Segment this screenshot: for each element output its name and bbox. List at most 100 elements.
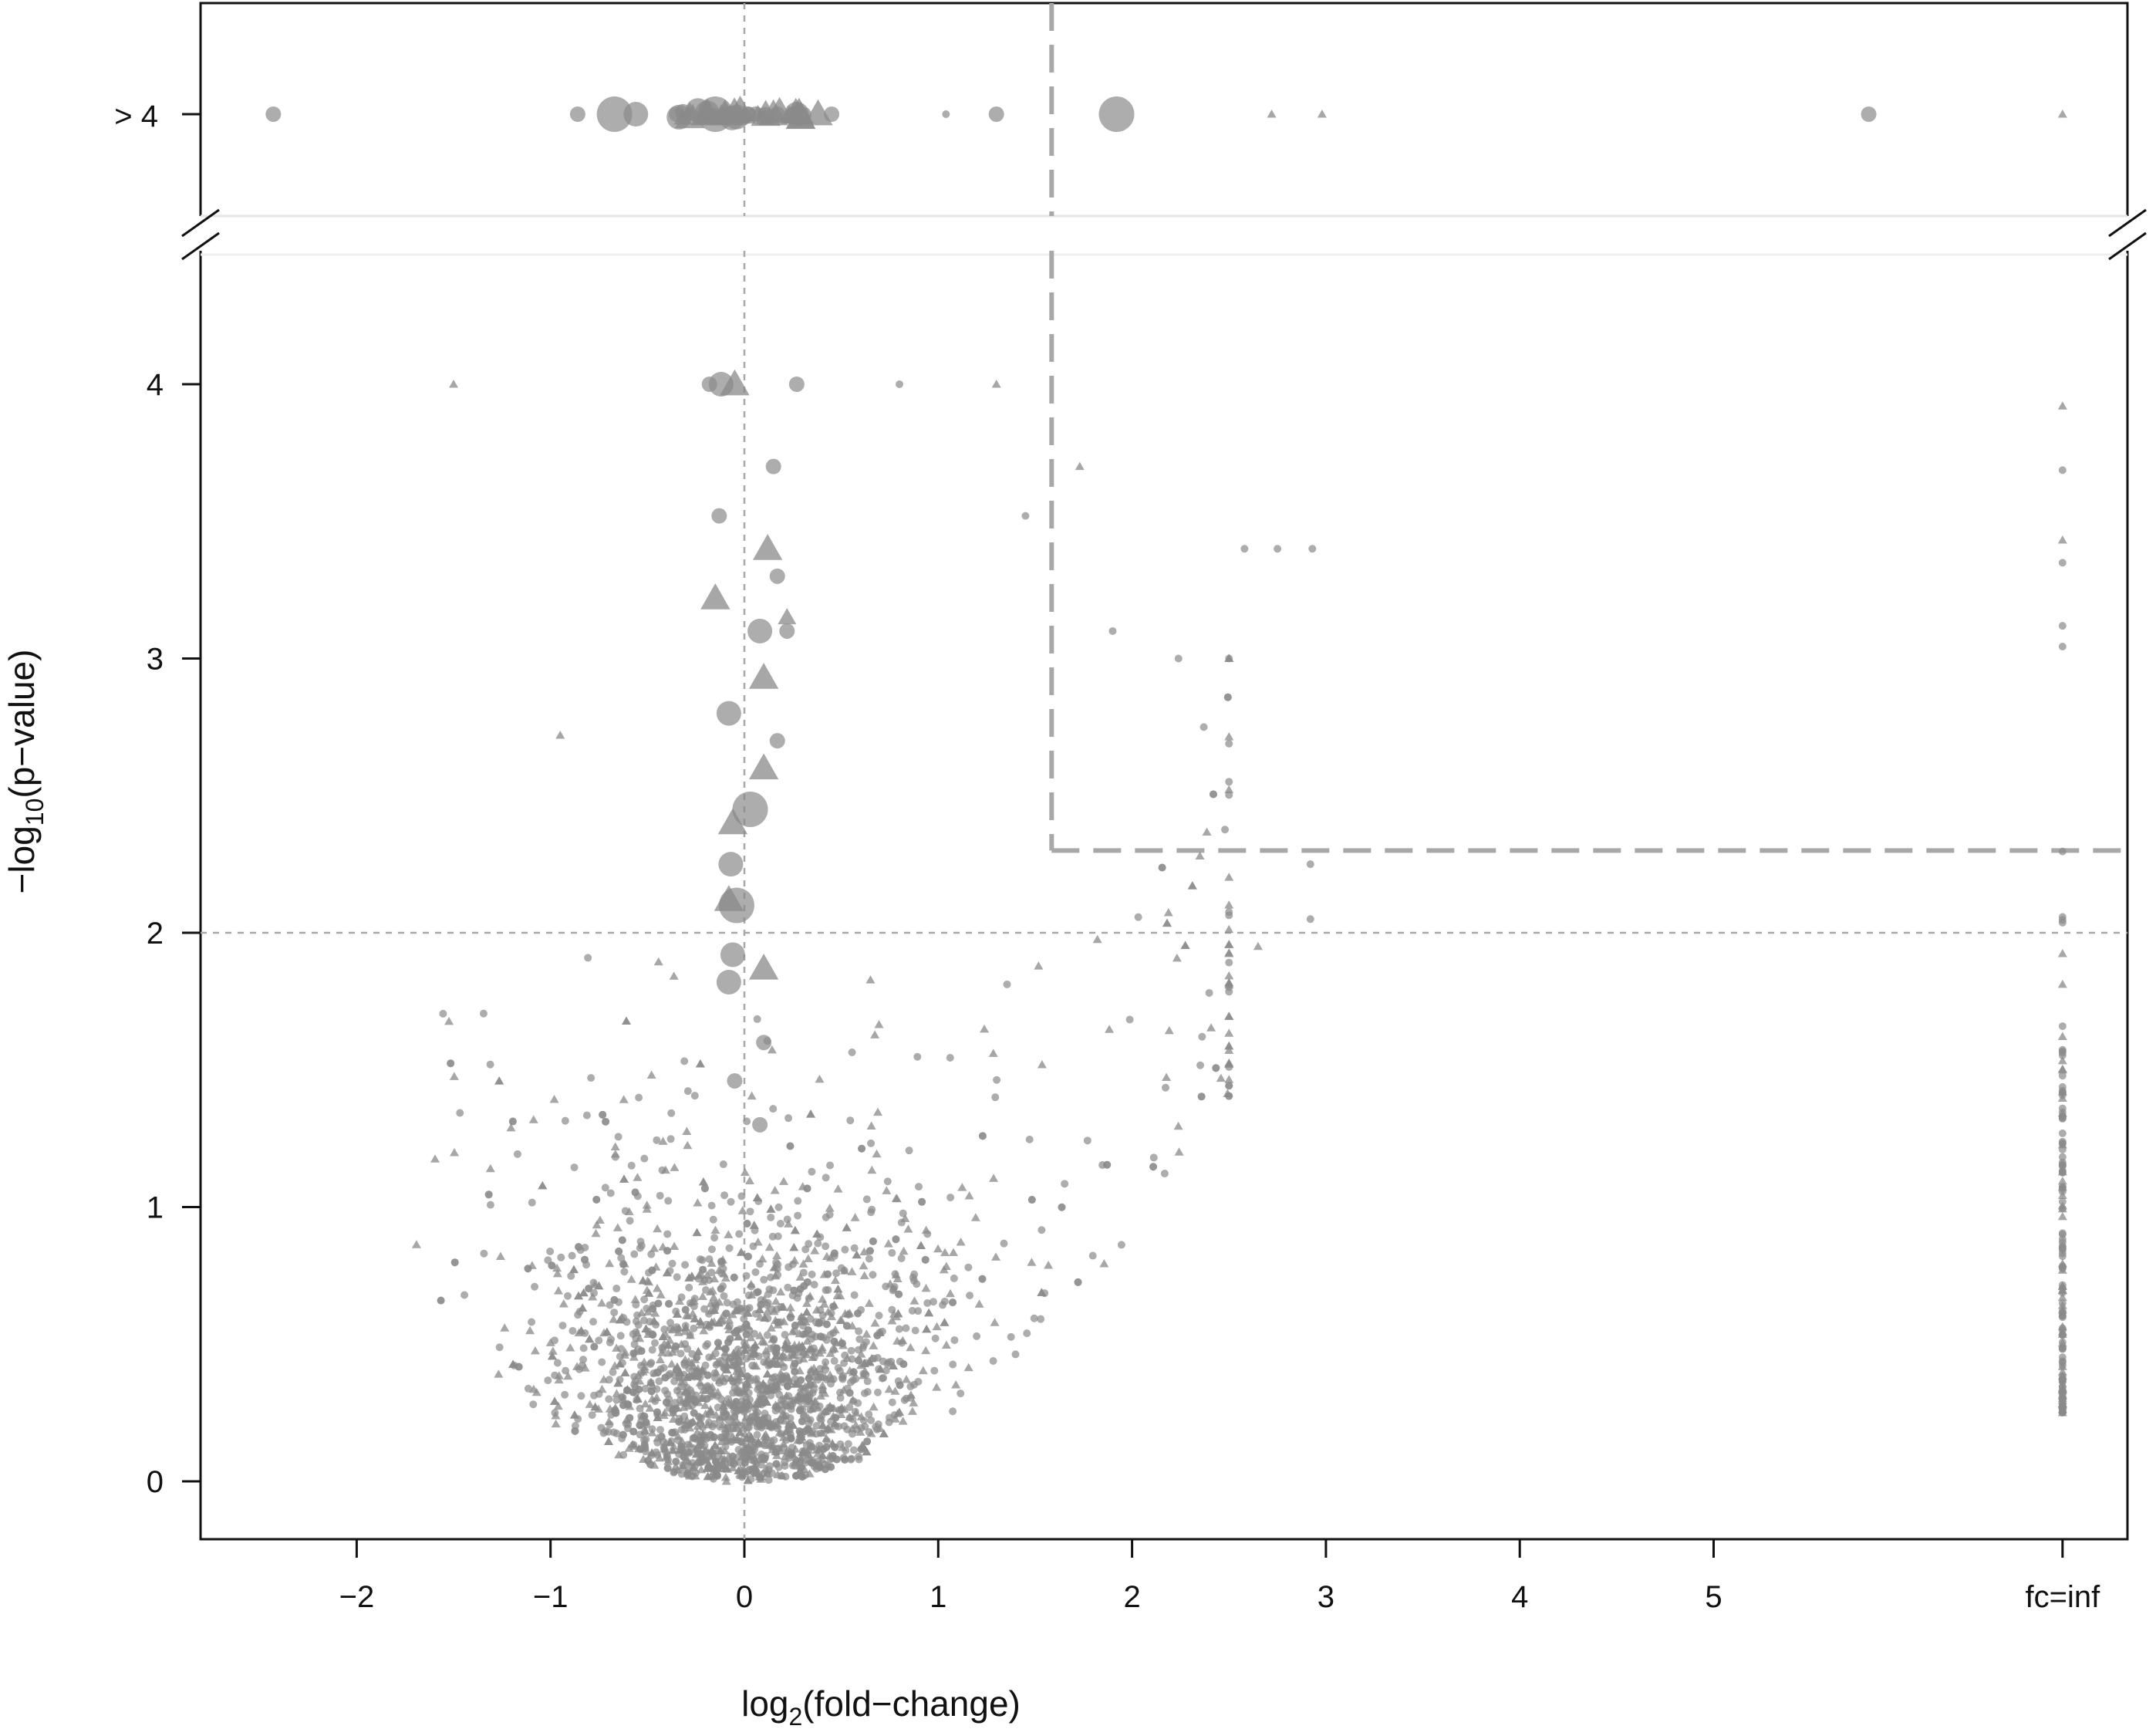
data-point: [824, 1423, 834, 1433]
data-point: [1173, 1121, 1183, 1130]
data-point: [1034, 961, 1044, 970]
data-point: [829, 1329, 838, 1337]
data-point: [769, 1105, 778, 1113]
data-point: [712, 1471, 720, 1479]
data-point: [609, 1315, 619, 1323]
x-axis-label: log2(fold−change): [741, 1683, 1021, 1729]
data-point: [830, 1249, 838, 1258]
data-point: [525, 1325, 535, 1335]
data-point: [762, 1369, 772, 1378]
data-point-highlight: [752, 534, 783, 560]
data-point: [663, 1457, 673, 1465]
data-point: [672, 1342, 680, 1351]
data-point: [653, 1136, 661, 1144]
data-point: [761, 1441, 769, 1450]
data-point: [720, 1423, 730, 1432]
data-point: [589, 1318, 598, 1326]
data-point: [486, 1060, 494, 1069]
data-point: [574, 1291, 584, 1300]
data-point: [670, 1377, 679, 1386]
data-point-highlight: [778, 608, 797, 625]
data-point: [799, 1268, 808, 1277]
data-point: [633, 1394, 643, 1403]
data-point: [790, 1286, 798, 1295]
data-point: [569, 1410, 579, 1419]
x-tick-label: 0: [736, 1580, 753, 1614]
data-point: [528, 1115, 538, 1123]
data-point-highlight: [1306, 860, 1314, 869]
data-point: [703, 1471, 713, 1481]
data-point: [676, 1390, 684, 1399]
data-point: [724, 1230, 734, 1238]
data-point: [818, 1295, 828, 1303]
data-point: [783, 1215, 791, 1224]
data-point: [720, 1273, 730, 1282]
data-point: [745, 1304, 754, 1312]
data-point: [663, 1230, 672, 1238]
data-point: [742, 1320, 751, 1329]
data-point: [709, 1215, 717, 1224]
data-point: [815, 1391, 825, 1400]
data-point: [653, 1368, 662, 1376]
data-point: [753, 1015, 761, 1023]
data-point: [528, 1318, 536, 1326]
data-point: [602, 1327, 612, 1336]
data-point: [906, 1342, 916, 1352]
data-point: [798, 1473, 807, 1481]
data-point: [724, 1415, 732, 1423]
data-point: [697, 1450, 705, 1458]
data-point: [655, 1355, 665, 1363]
data-point: [866, 1121, 876, 1130]
data-point: [873, 1107, 883, 1116]
data-point: [558, 1322, 567, 1330]
data-point: [730, 1273, 738, 1282]
data-point: [811, 1348, 820, 1356]
data-point: [867, 1139, 876, 1147]
data-point: [633, 1173, 643, 1181]
data-point: [792, 1378, 802, 1387]
x-axis-label-suffix: (fold−change): [802, 1683, 1021, 1724]
data-point: [751, 1348, 761, 1356]
data-point: [637, 1347, 646, 1356]
data-point: [784, 1263, 793, 1271]
data-point: [613, 1378, 623, 1387]
data-point: [1038, 1226, 1046, 1234]
data-point: [707, 1245, 716, 1254]
data-points: [411, 369, 2067, 1485]
data-point: [602, 1427, 610, 1435]
data-point: [609, 1368, 617, 1376]
data-point: [480, 1249, 488, 1258]
data-point: [744, 1423, 753, 1432]
data-point: [788, 1327, 798, 1336]
data-point-highlight: [747, 618, 773, 643]
data-point: [743, 1220, 751, 1228]
data-point: [642, 1418, 650, 1427]
data-point: [513, 1150, 521, 1158]
data-point: [661, 1373, 670, 1382]
data-point: [787, 1405, 795, 1413]
data-point: [815, 1319, 824, 1327]
data-point: [624, 1207, 634, 1216]
data-point: [816, 1332, 825, 1341]
data-point: [870, 1030, 880, 1038]
data-point: [867, 1165, 877, 1174]
data-point: [841, 1455, 849, 1464]
data-point: [902, 1324, 910, 1332]
data-point: [933, 1244, 943, 1253]
data-point: [744, 1452, 754, 1461]
data-point: [801, 1387, 811, 1396]
data-point-highlight: [727, 1072, 743, 1089]
data-point: [718, 1461, 727, 1470]
data-point: [844, 1311, 852, 1319]
data-point: [722, 1309, 730, 1318]
data-point: [743, 1117, 751, 1126]
data-point: [788, 1350, 798, 1359]
top-panel-tick-label: > 4: [114, 100, 158, 133]
data-point-inf: [2058, 1129, 2067, 1137]
data-point: [805, 1292, 815, 1300]
data-point: [859, 1341, 868, 1349]
data-point: [772, 1344, 781, 1352]
data-point-highlight: [1306, 915, 1314, 924]
data-point: [595, 1390, 603, 1398]
data-point-inf: [2058, 1114, 2067, 1123]
